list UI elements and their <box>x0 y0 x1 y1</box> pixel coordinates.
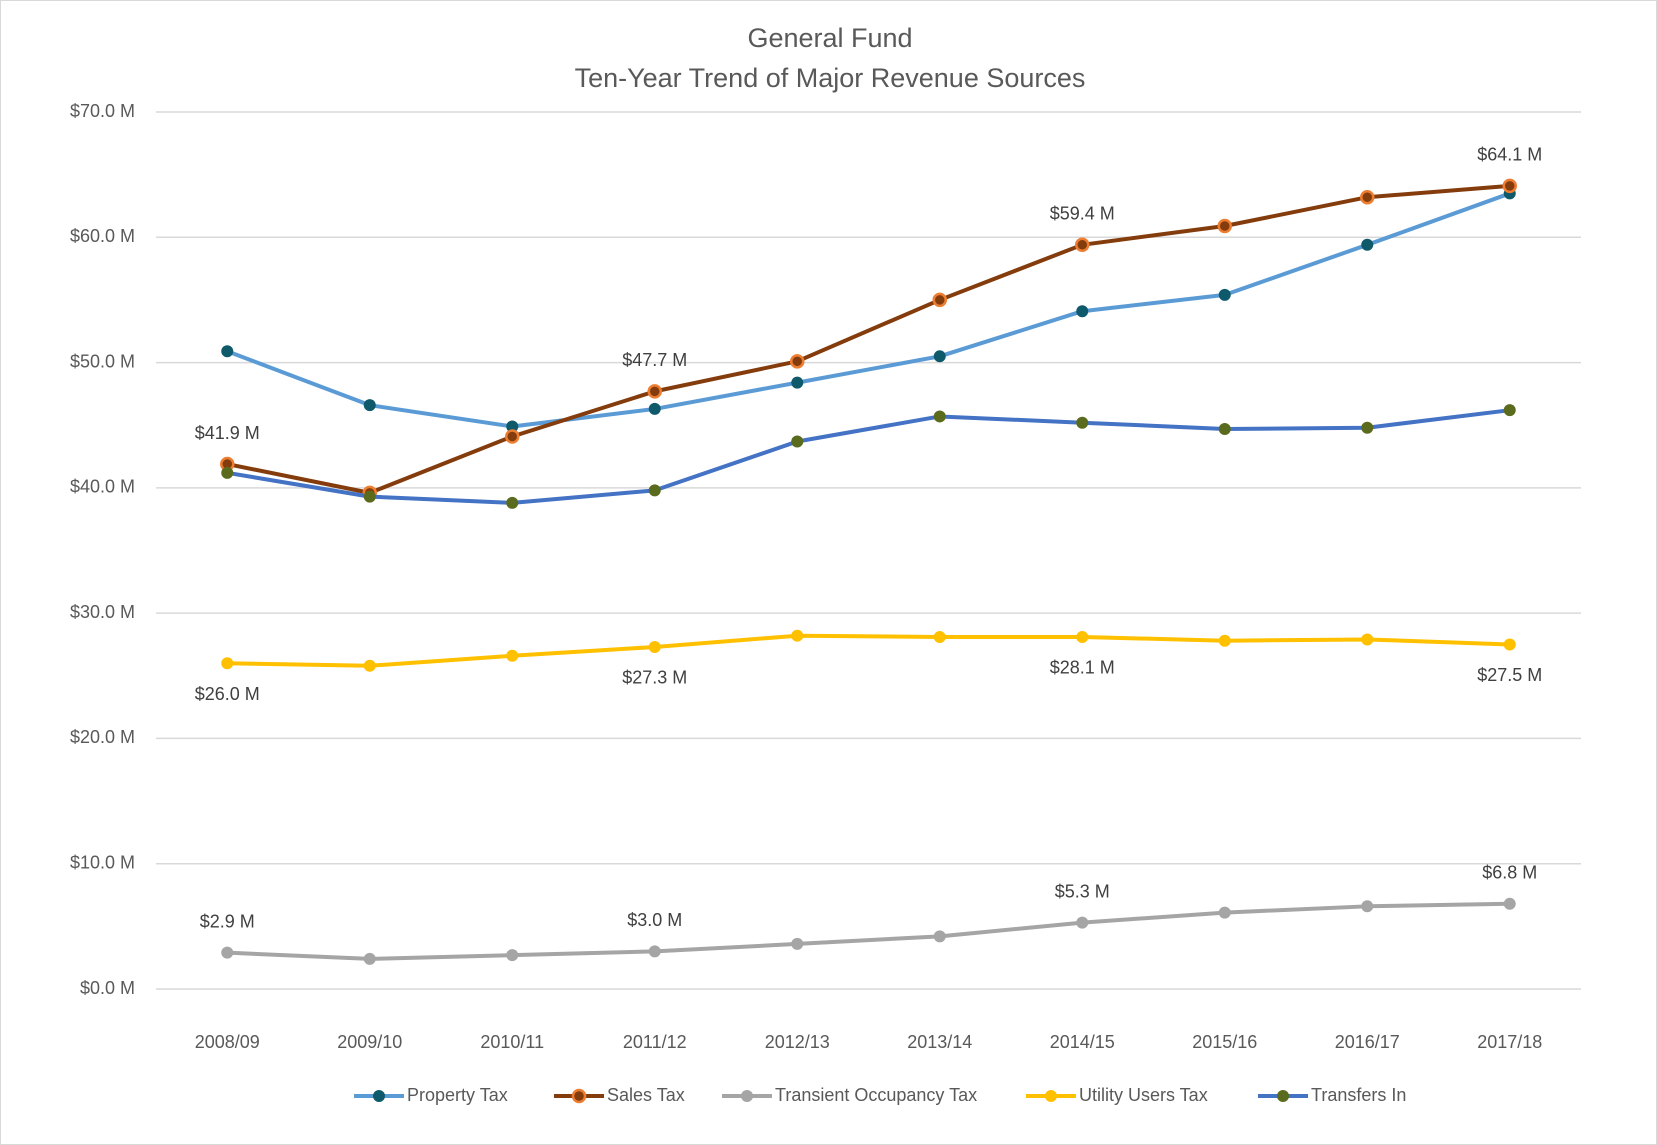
legend-label: Utility Users Tax <box>1079 1085 1208 1105</box>
data-point <box>505 429 520 444</box>
x-tick-label: 2009/10 <box>337 1032 402 1052</box>
x-tick-label: 2010/11 <box>480 1032 544 1052</box>
data-label: $64.1 M <box>1477 145 1542 165</box>
data-point <box>1217 218 1232 234</box>
chart-title: General Fund <box>747 23 912 53</box>
data-point <box>1361 633 1374 646</box>
data-point <box>506 496 519 509</box>
x-tick-label: 2017/18 <box>1477 1032 1542 1052</box>
legend-marker <box>741 1090 753 1102</box>
data-label: $47.7 M <box>622 350 687 370</box>
data-point <box>221 946 234 959</box>
data-point <box>932 292 947 308</box>
data-point <box>1075 237 1090 253</box>
x-tick-label: 2013/14 <box>907 1032 972 1052</box>
data-point <box>506 949 519 962</box>
data-point <box>1361 421 1374 434</box>
data-point <box>363 490 376 503</box>
y-tick-label: $0.0 M <box>80 978 135 998</box>
data-point <box>1502 178 1517 194</box>
y-tick-label: $60.0 M <box>70 226 135 246</box>
data-point <box>1361 238 1374 251</box>
data-point <box>363 399 376 412</box>
data-point <box>221 466 234 479</box>
data-point <box>648 945 661 958</box>
legend-marker <box>571 1088 587 1104</box>
legend-marker <box>1045 1090 1057 1102</box>
data-label: $59.4 M <box>1050 204 1115 224</box>
x-tick-label: 2016/17 <box>1335 1032 1400 1052</box>
data-point <box>648 402 661 415</box>
data-point <box>1503 897 1516 910</box>
data-point <box>1076 305 1089 318</box>
series-line <box>227 633 1510 668</box>
x-tick-label: 2008/09 <box>195 1032 260 1052</box>
data-point <box>363 952 376 965</box>
data-point <box>1360 189 1375 205</box>
data-point <box>1503 638 1516 651</box>
legend-marker <box>1277 1090 1289 1102</box>
legend-marker <box>373 1090 385 1102</box>
data-point <box>790 354 805 369</box>
data-point <box>1218 288 1231 301</box>
legend-label: Sales Tax <box>607 1085 685 1105</box>
x-tick-label: 2011/12 <box>623 1032 687 1052</box>
data-point <box>1076 416 1089 429</box>
data-label: $41.9 M <box>195 423 260 443</box>
y-tick-label: $40.0 M <box>70 477 135 497</box>
data-point <box>933 350 946 363</box>
data-point <box>648 484 661 497</box>
data-point <box>791 376 804 389</box>
y-tick-label: $10.0 M <box>70 852 135 872</box>
data-point <box>791 937 804 950</box>
data-label: $6.8 M <box>1482 863 1537 883</box>
y-tick-label: $30.0 M <box>70 602 135 622</box>
series-line <box>226 408 1510 505</box>
data-point <box>221 345 234 358</box>
data-point <box>933 930 946 943</box>
data-label: $28.1 M <box>1050 658 1115 678</box>
data-point <box>1076 916 1089 929</box>
data-point <box>1218 634 1231 647</box>
series-line <box>226 183 1510 495</box>
data-point <box>648 640 661 653</box>
data-point <box>1503 404 1516 417</box>
data-point <box>221 657 234 670</box>
data-point <box>933 630 946 643</box>
series-line <box>226 191 1511 429</box>
x-tick-label: 2014/15 <box>1050 1032 1115 1052</box>
data-label: $3.0 M <box>627 910 682 930</box>
data-point <box>791 435 804 448</box>
data-point <box>506 420 519 433</box>
y-tick-label: $70.0 M <box>70 101 135 121</box>
y-tick-label: $50.0 M <box>70 351 135 371</box>
data-label: $26.0 M <box>195 684 260 704</box>
data-point <box>791 629 804 642</box>
data-point <box>933 410 946 423</box>
y-tick-label: $20.0 M <box>70 727 135 747</box>
data-point <box>1076 630 1089 643</box>
legend-label: Transfers In <box>1311 1085 1406 1105</box>
data-point <box>1218 906 1231 919</box>
series-line <box>227 901 1510 961</box>
x-tick-label: 2012/13 <box>765 1032 830 1052</box>
legend-label: Property Tax <box>407 1085 508 1105</box>
data-point <box>1218 422 1231 435</box>
data-label: $5.3 M <box>1055 881 1110 901</box>
data-point <box>506 649 519 662</box>
data-label: $27.3 M <box>622 668 687 688</box>
data-point <box>647 384 662 399</box>
data-label: $2.9 M <box>200 911 255 931</box>
data-point <box>363 659 376 672</box>
legend-label: Transient Occupancy Tax <box>775 1085 977 1105</box>
data-point <box>1361 900 1374 913</box>
data-label: $27.5 M <box>1477 665 1542 685</box>
x-tick-label: 2015/16 <box>1192 1032 1257 1052</box>
chart-subtitle: Ten-Year Trend of Major Revenue Sources <box>575 63 1086 93</box>
